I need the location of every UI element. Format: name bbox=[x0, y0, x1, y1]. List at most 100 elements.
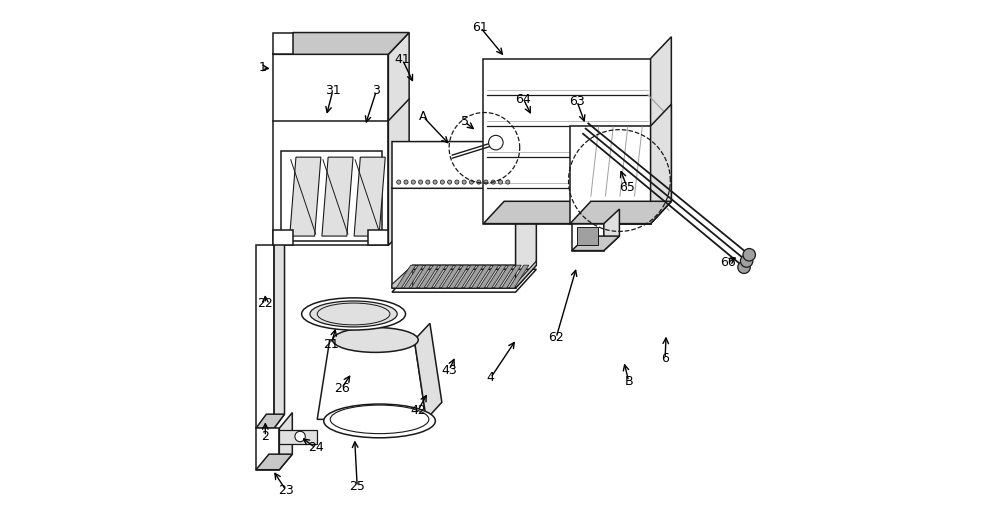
Circle shape bbox=[440, 180, 444, 184]
Text: 24: 24 bbox=[308, 442, 324, 455]
Text: 42: 42 bbox=[410, 404, 426, 417]
Polygon shape bbox=[317, 340, 426, 419]
Circle shape bbox=[506, 180, 510, 184]
Polygon shape bbox=[414, 323, 442, 419]
Circle shape bbox=[404, 180, 408, 184]
Circle shape bbox=[740, 255, 753, 267]
Text: 26: 26 bbox=[334, 382, 350, 395]
Text: 41: 41 bbox=[395, 53, 410, 66]
Polygon shape bbox=[279, 430, 317, 444]
Text: 31: 31 bbox=[325, 84, 341, 97]
Text: 1: 1 bbox=[258, 62, 266, 74]
Text: 66: 66 bbox=[721, 256, 736, 268]
Text: 5: 5 bbox=[461, 115, 469, 128]
Text: 25: 25 bbox=[349, 480, 365, 493]
Text: 21: 21 bbox=[323, 338, 339, 351]
Polygon shape bbox=[256, 454, 292, 470]
Polygon shape bbox=[509, 265, 529, 288]
Text: 2: 2 bbox=[261, 430, 269, 443]
Text: 64: 64 bbox=[515, 92, 531, 105]
Text: 43: 43 bbox=[441, 363, 457, 376]
Polygon shape bbox=[274, 231, 285, 428]
Circle shape bbox=[411, 180, 415, 184]
Polygon shape bbox=[388, 32, 409, 245]
Polygon shape bbox=[651, 37, 671, 223]
Circle shape bbox=[491, 180, 495, 184]
Ellipse shape bbox=[324, 404, 435, 438]
Polygon shape bbox=[354, 157, 385, 236]
Circle shape bbox=[484, 180, 488, 184]
Polygon shape bbox=[471, 265, 491, 288]
Bar bbox=[577, 227, 598, 245]
Text: 23: 23 bbox=[278, 484, 294, 497]
Polygon shape bbox=[479, 265, 499, 288]
Text: 62: 62 bbox=[548, 331, 564, 345]
Polygon shape bbox=[279, 412, 292, 470]
Circle shape bbox=[397, 180, 401, 184]
Text: 65: 65 bbox=[619, 181, 635, 194]
Circle shape bbox=[455, 180, 459, 184]
Text: B: B bbox=[624, 375, 633, 388]
Polygon shape bbox=[404, 265, 423, 288]
Text: A: A bbox=[419, 110, 427, 123]
Polygon shape bbox=[604, 209, 619, 251]
Polygon shape bbox=[483, 201, 671, 223]
Polygon shape bbox=[502, 265, 521, 288]
Circle shape bbox=[448, 180, 452, 184]
Circle shape bbox=[295, 431, 305, 442]
Polygon shape bbox=[464, 265, 484, 288]
Circle shape bbox=[418, 180, 423, 184]
Text: 4: 4 bbox=[487, 371, 495, 384]
Polygon shape bbox=[273, 54, 388, 245]
Polygon shape bbox=[281, 151, 382, 241]
Polygon shape bbox=[483, 58, 651, 223]
Polygon shape bbox=[494, 265, 514, 288]
Polygon shape bbox=[516, 261, 536, 288]
Polygon shape bbox=[273, 32, 293, 54]
Polygon shape bbox=[572, 223, 604, 251]
Ellipse shape bbox=[333, 327, 418, 352]
Text: 6: 6 bbox=[661, 352, 669, 365]
Circle shape bbox=[489, 135, 503, 150]
Circle shape bbox=[738, 261, 750, 274]
Polygon shape bbox=[570, 126, 651, 223]
Polygon shape bbox=[392, 265, 536, 288]
Text: 22: 22 bbox=[257, 297, 273, 310]
Polygon shape bbox=[487, 265, 506, 288]
Polygon shape bbox=[256, 428, 279, 470]
Circle shape bbox=[469, 180, 474, 184]
Polygon shape bbox=[290, 157, 321, 236]
Text: 63: 63 bbox=[569, 94, 585, 108]
Polygon shape bbox=[434, 265, 454, 288]
Polygon shape bbox=[273, 230, 293, 245]
Polygon shape bbox=[256, 245, 274, 428]
Polygon shape bbox=[651, 104, 671, 223]
Polygon shape bbox=[572, 236, 619, 251]
Ellipse shape bbox=[302, 298, 406, 330]
Polygon shape bbox=[396, 265, 416, 288]
Polygon shape bbox=[441, 265, 461, 288]
Circle shape bbox=[743, 248, 755, 261]
Polygon shape bbox=[392, 265, 413, 288]
Circle shape bbox=[477, 180, 481, 184]
Text: 3: 3 bbox=[372, 84, 380, 97]
Circle shape bbox=[498, 180, 503, 184]
Polygon shape bbox=[368, 230, 388, 245]
Polygon shape bbox=[411, 265, 431, 288]
Polygon shape bbox=[256, 414, 285, 428]
Polygon shape bbox=[273, 32, 409, 54]
Circle shape bbox=[426, 180, 430, 184]
Polygon shape bbox=[426, 265, 446, 288]
Polygon shape bbox=[392, 141, 536, 188]
Text: 61: 61 bbox=[472, 21, 488, 34]
Circle shape bbox=[433, 180, 437, 184]
Ellipse shape bbox=[310, 301, 397, 327]
Polygon shape bbox=[516, 165, 536, 288]
Polygon shape bbox=[322, 157, 353, 236]
Polygon shape bbox=[456, 265, 476, 288]
Polygon shape bbox=[449, 265, 469, 288]
Polygon shape bbox=[419, 265, 438, 288]
Polygon shape bbox=[392, 188, 516, 288]
Circle shape bbox=[462, 180, 466, 184]
Polygon shape bbox=[570, 201, 671, 223]
